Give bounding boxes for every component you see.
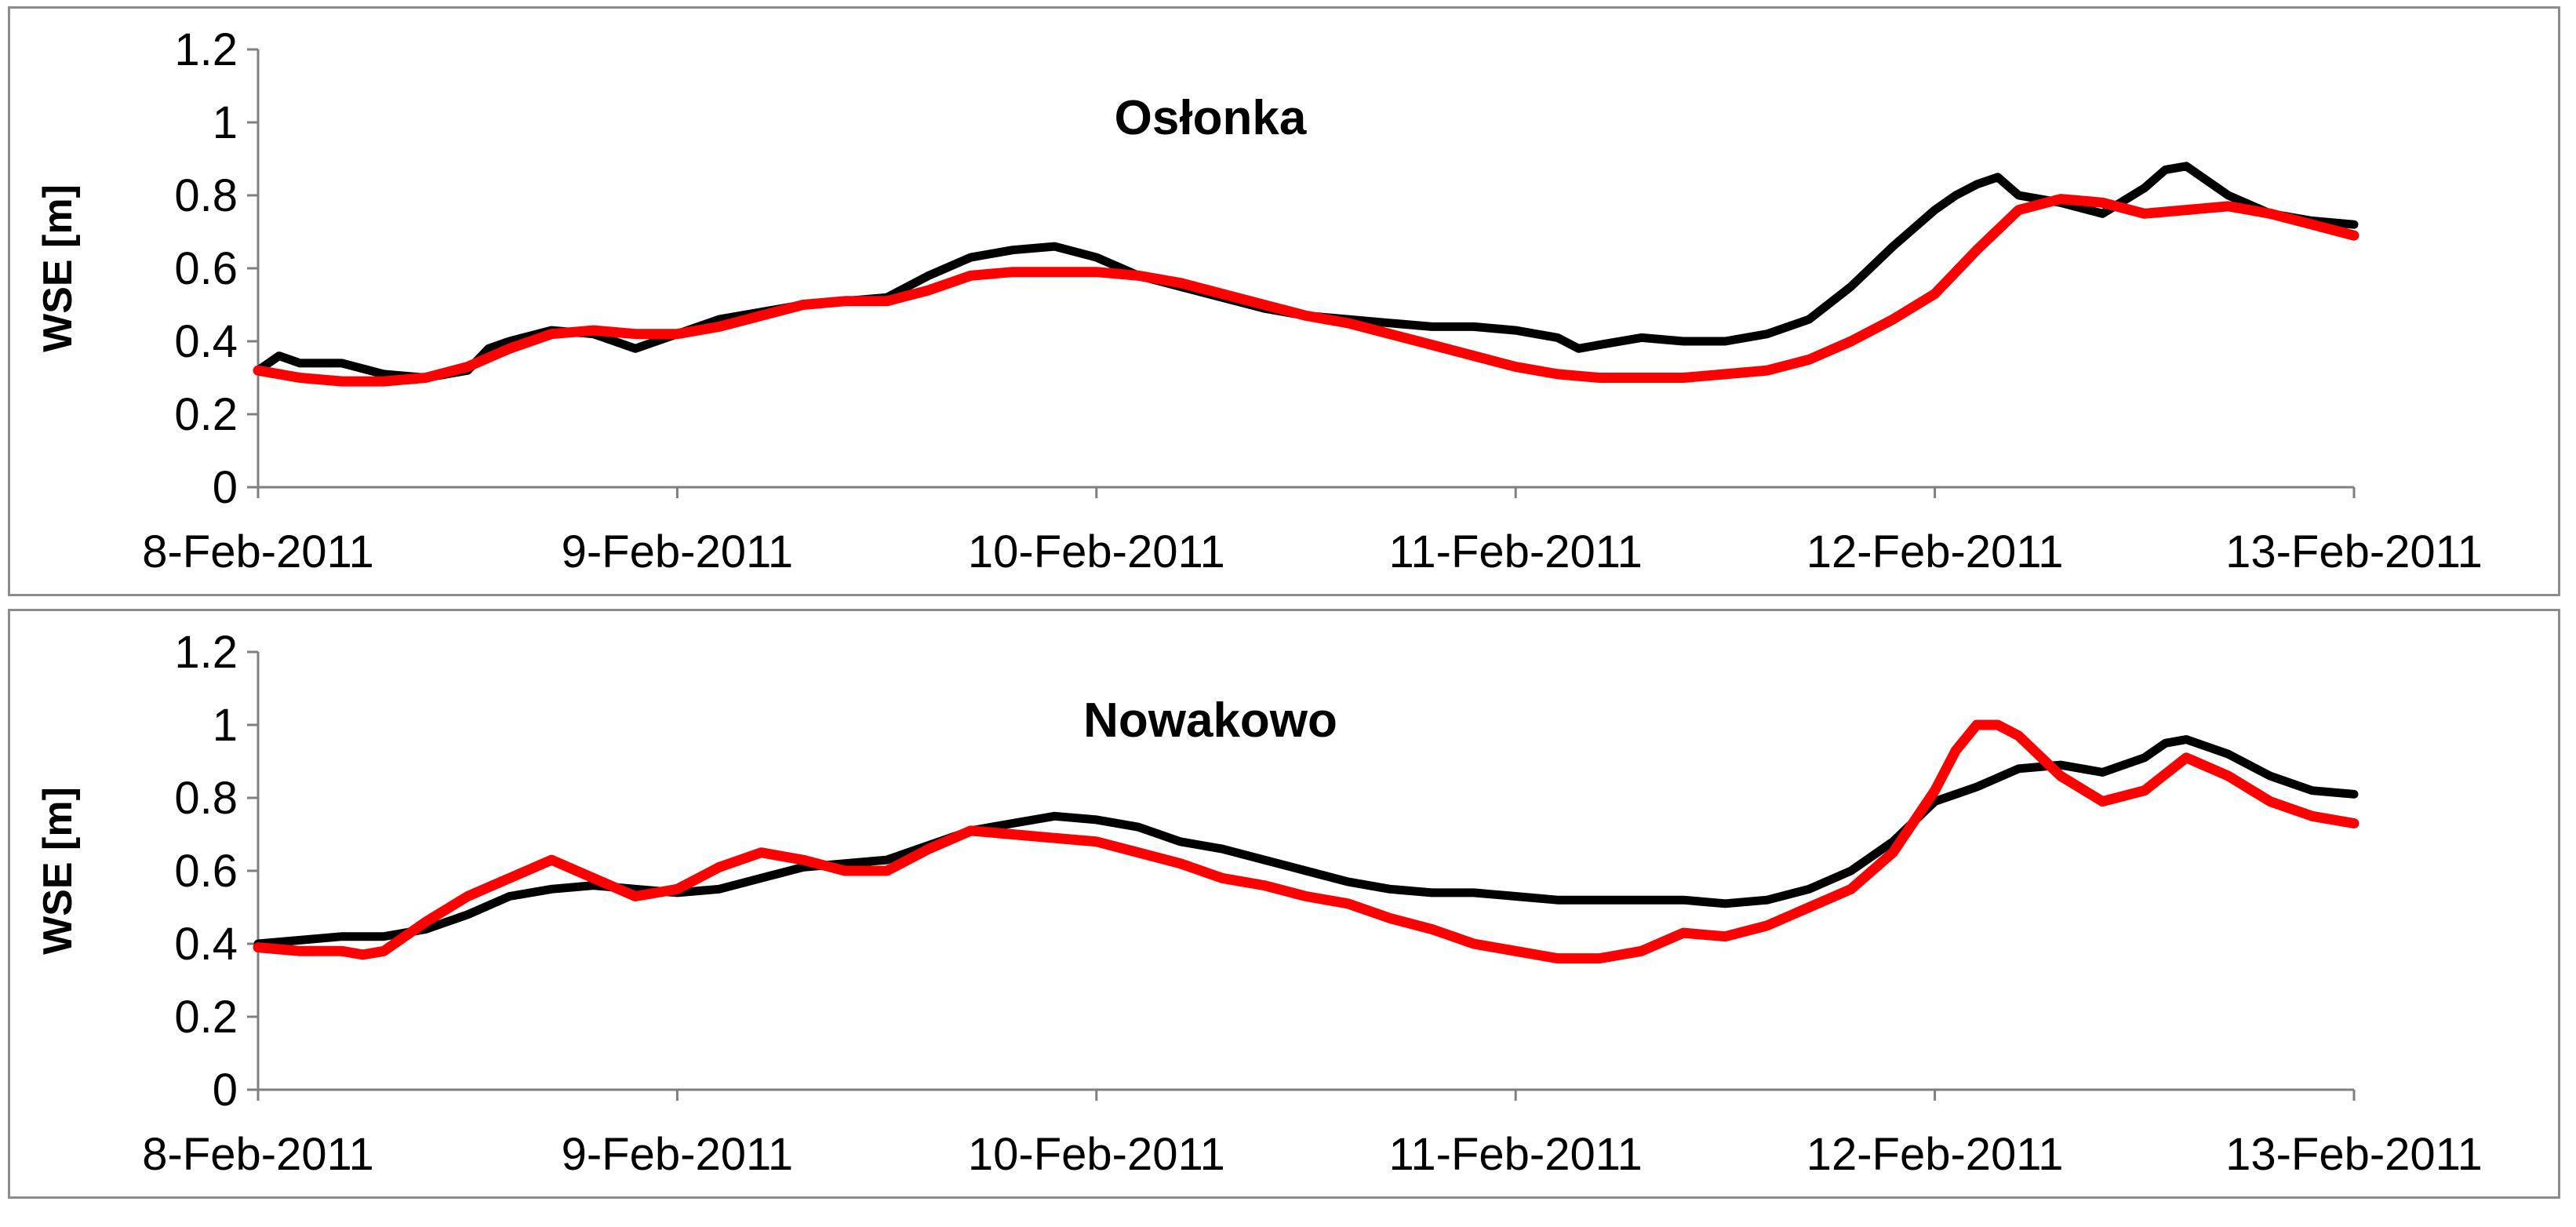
series-line-2	[253, 194, 2360, 387]
y-axis-title: WSE [m]	[35, 184, 81, 352]
series-line-2	[253, 719, 2360, 964]
line-chart-oslonka: 0 0.2 0.4 0.6 0.8 1 1.2 8-Feb-2011 9-Feb-2011 10-…	[35, 24, 2483, 577]
x-tick-label: 12-Feb-2011	[1806, 526, 2064, 577]
y-tick-label: 0.6	[174, 243, 238, 294]
y-tick-label: 0.8	[174, 170, 238, 221]
x-tick-label: 9-Feb-2011	[562, 526, 794, 577]
y-tick-label: 0	[213, 462, 238, 513]
series-line-1	[253, 735, 2359, 948]
x-tick-label: 10-Feb-2011	[968, 526, 1225, 577]
x-tick-label: 13-Feb-2011	[2225, 1129, 2483, 1180]
y-tick-label: 0.2	[174, 389, 238, 440]
x-tick-label: 10-Feb-2011	[968, 1129, 1225, 1180]
x-tick-label: 8-Feb-2011	[142, 1129, 374, 1180]
line-chart-nowakowo: 0 0.2 0.4 0.6 0.8 1 1.2 8-Feb-2011 9-Feb-2011 10-…	[35, 627, 2483, 1180]
series-line-1	[253, 162, 2359, 382]
y-axis-title: WSE [m]	[35, 787, 81, 955]
x-tick-label: 12-Feb-2011	[1806, 1129, 2064, 1180]
y-tick-label: 1	[213, 700, 238, 751]
y-tick-label: 1.2	[174, 627, 238, 678]
chart-title: Nowakowo	[1083, 694, 1337, 748]
y-tick-label: 0.4	[174, 919, 238, 970]
x-tick-label: 11-Feb-2011	[1388, 526, 1643, 577]
y-tick-label: 0.2	[174, 992, 238, 1043]
x-tick-label: 9-Feb-2011	[562, 1129, 794, 1180]
y-tick-label: 0.6	[174, 846, 238, 897]
x-tick-label: 11-Feb-2011	[1388, 1129, 1643, 1180]
y-tick-label: 1	[213, 97, 238, 148]
x-tick-label: 13-Feb-2011	[2225, 526, 2483, 577]
y-tick-label: 0.8	[174, 773, 238, 824]
chart-panel-nowakowo: 0 0.2 0.4 0.6 0.8 1 1.2 8-Feb-2011 9-Feb-2011 10-…	[8, 609, 2560, 1199]
y-tick-label: 1.2	[174, 24, 238, 75]
chart-panel-oslonka: 0 0.2 0.4 0.6 0.8 1 1.2 8-Feb-2011 9-Feb-2011 10-…	[8, 6, 2560, 596]
y-tick-label: 0	[213, 1065, 238, 1116]
chart-title: Osłonka	[1115, 91, 1307, 145]
y-tick-label: 0.4	[174, 316, 238, 367]
x-tick-label: 8-Feb-2011	[142, 526, 374, 577]
